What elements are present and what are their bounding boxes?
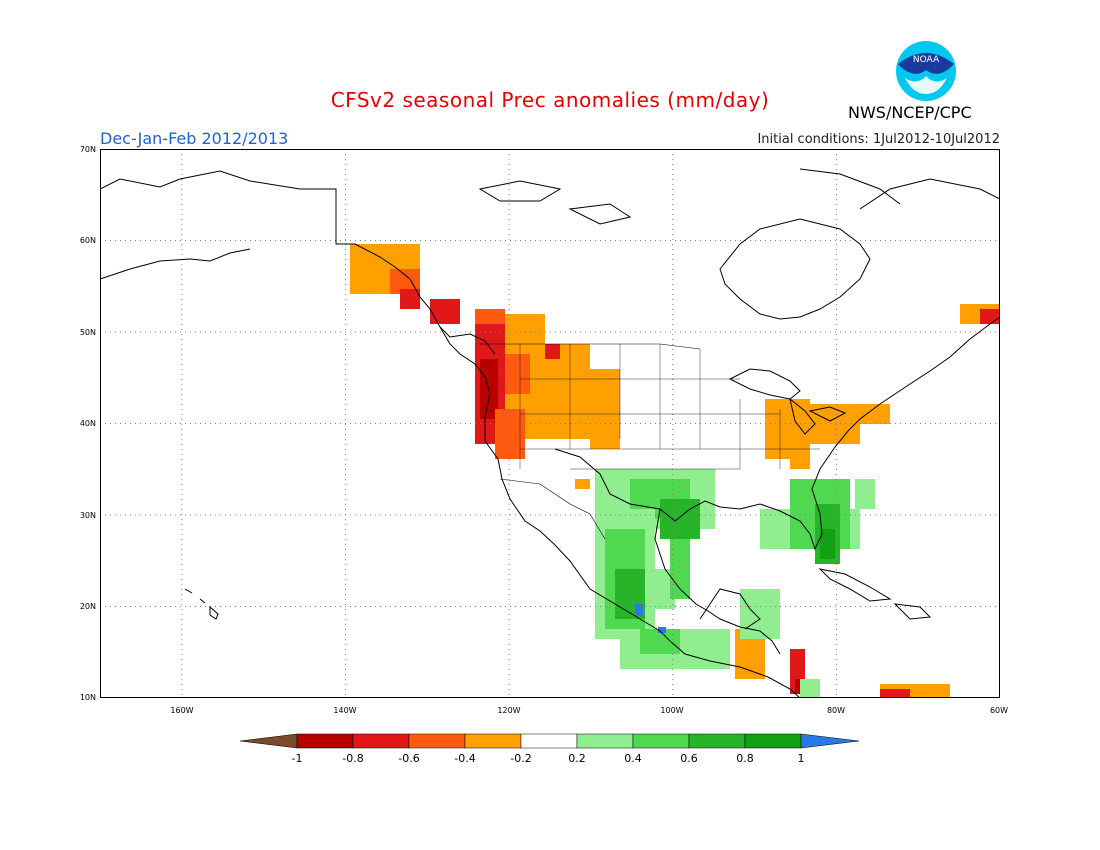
anomaly-cell — [640, 629, 680, 654]
anomaly-cell — [590, 404, 620, 449]
colorbar-label: -0.6 — [398, 752, 420, 765]
colorbar-label: 0.2 — [568, 752, 586, 765]
lat-label: 30N — [79, 511, 96, 520]
colorbar-label: -0.4 — [454, 752, 476, 765]
colorbar-segment — [576, 733, 634, 749]
logo-text: NOAA — [913, 55, 940, 65]
colorbar-label: 0.4 — [624, 752, 642, 765]
colorbar-segment — [520, 733, 578, 749]
colorbar-label: -1 — [291, 752, 303, 765]
colorbar-segment — [464, 733, 522, 749]
map-panel — [100, 149, 1000, 698]
anomaly-cell — [670, 539, 690, 599]
lon-label: 100W — [660, 706, 684, 715]
lat-label: 20N — [79, 602, 96, 611]
lon-label: 120W — [497, 706, 521, 715]
colorbar-max-arrow — [800, 733, 860, 749]
coastlines — [100, 168, 1000, 698]
colorbar-segment — [632, 733, 690, 749]
anomaly-cell — [855, 479, 875, 509]
anomaly-cell — [400, 289, 420, 309]
colorbar-label: 1 — [797, 752, 805, 765]
lon-label: 140W — [333, 706, 357, 715]
colorbar-label: 0.6 — [680, 752, 698, 765]
anomaly-shading — [350, 244, 1000, 698]
lon-label: 60W — [989, 706, 1009, 715]
map-gridlines — [100, 149, 1000, 698]
anomaly-cell — [820, 529, 835, 559]
anomaly-cell — [660, 499, 700, 539]
initial-conditions-label: Initial conditions: 1Jul2012-10Jul2012 — [757, 132, 1000, 147]
anomaly-cell — [800, 679, 820, 698]
colorbar-label: -0.2 — [510, 752, 532, 765]
lat-label: 70N — [79, 145, 96, 154]
anomaly-cell — [880, 689, 910, 698]
noaa-logo: NOAA — [896, 41, 956, 101]
lat-label: 40N — [79, 419, 96, 428]
anomaly-cell — [575, 479, 590, 489]
lat-label: 10N — [79, 693, 96, 702]
anomaly-cell — [860, 404, 890, 424]
colorbar-segment — [744, 733, 802, 749]
anomaly-cell — [635, 604, 643, 616]
anomaly-cell — [495, 409, 525, 459]
colorbar-segment — [296, 733, 354, 749]
colorbar-segment — [688, 733, 746, 749]
lat-label: 50N — [79, 328, 96, 337]
lon-label: 160W — [170, 706, 194, 715]
colorbar-min-arrow — [239, 733, 298, 749]
colorbar-label: -0.8 — [342, 752, 364, 765]
map-title: CFSv2 seasonal Prec anomalies (mm/day) — [330, 88, 770, 112]
anomaly-cell — [545, 344, 560, 359]
anomaly-cell — [658, 627, 666, 633]
lat-label: 60N — [79, 236, 96, 245]
anomaly-cell — [790, 459, 810, 469]
colorbar-label: 0.8 — [736, 752, 754, 765]
agency-label: NWS/NCEP/CPC — [848, 103, 972, 122]
anomaly-cell — [980, 309, 1000, 324]
colorbar-segment — [352, 733, 410, 749]
colorbar-segment — [408, 733, 466, 749]
lon-label: 80W — [826, 706, 846, 715]
anomaly-cell — [430, 299, 460, 324]
season-label: Dec-Jan-Feb 2012/2013 — [100, 129, 289, 148]
